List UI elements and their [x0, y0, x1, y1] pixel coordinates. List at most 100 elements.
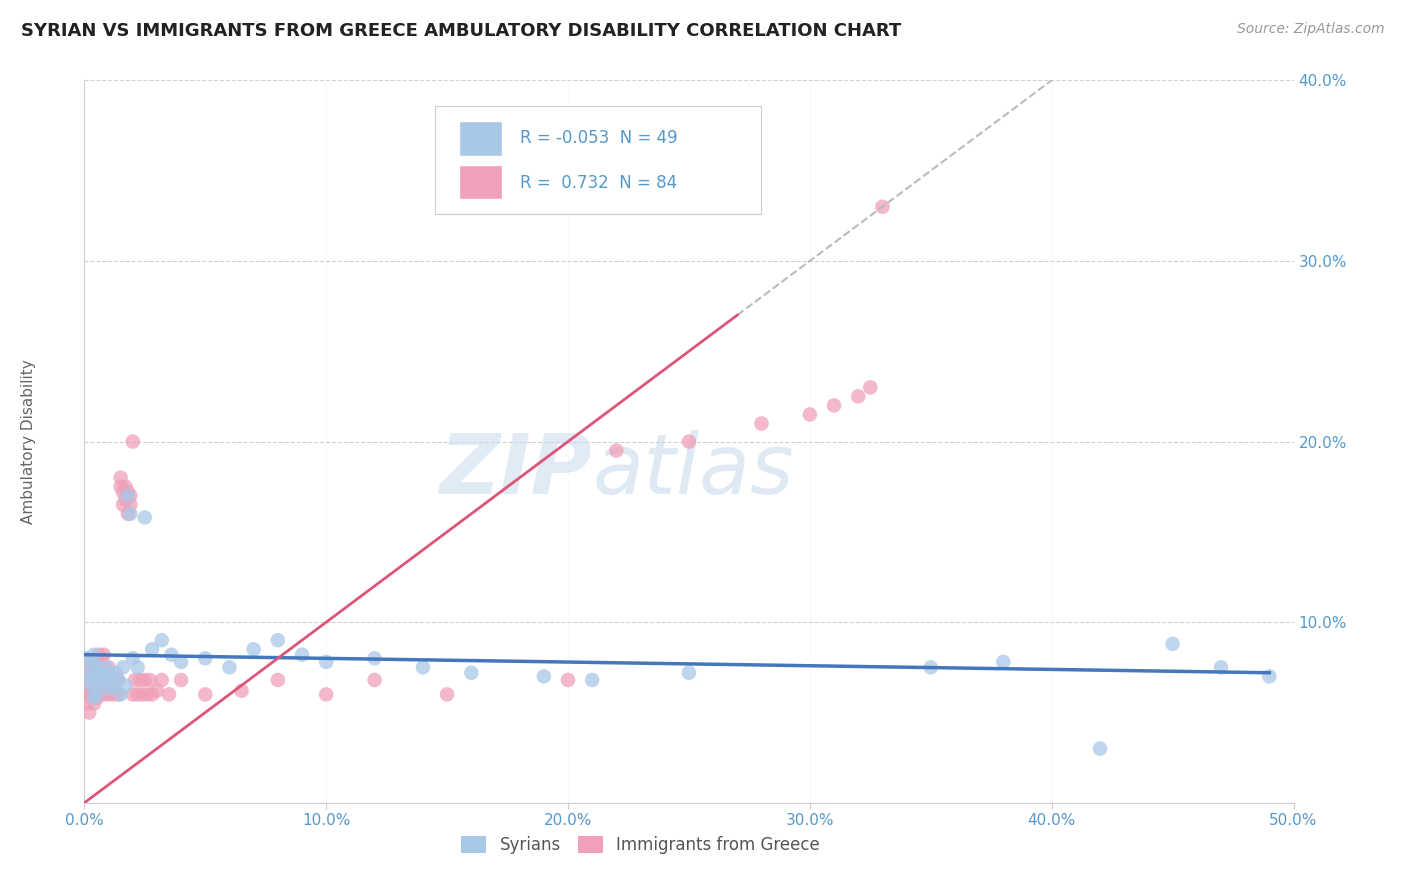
Point: [80, 665, 103, 680]
Point: [87, 660, 110, 674]
Point: [83, 683, 105, 698]
Point: [859, 380, 882, 394]
Point: [87, 678, 110, 692]
Point: [76, 687, 98, 701]
Point: [77, 673, 100, 687]
Point: [363, 651, 385, 665]
Point: [751, 417, 773, 431]
Point: [97, 681, 120, 696]
Point: [127, 687, 149, 701]
Point: [533, 669, 555, 683]
Point: [110, 471, 132, 485]
Point: [117, 485, 139, 500]
Point: [120, 498, 142, 512]
Point: [86, 691, 108, 706]
Point: [94, 665, 117, 680]
Point: [678, 665, 700, 680]
Point: [100, 673, 122, 687]
Point: [872, 200, 894, 214]
FancyBboxPatch shape: [460, 165, 502, 200]
Point: [150, 673, 173, 687]
Point: [136, 687, 159, 701]
Point: [120, 507, 142, 521]
Point: [90, 665, 112, 680]
Point: [94, 673, 117, 687]
Point: [315, 655, 337, 669]
Point: [76, 697, 98, 711]
Point: [131, 687, 153, 701]
Point: [363, 673, 385, 687]
Point: [83, 648, 105, 662]
Point: [76, 678, 98, 692]
Point: [823, 398, 845, 412]
Point: [93, 673, 115, 687]
Point: [146, 683, 169, 698]
Point: [110, 687, 132, 701]
Point: [157, 687, 180, 701]
Point: [412, 660, 434, 674]
Point: [1088, 741, 1111, 756]
Point: [129, 673, 152, 687]
Point: [77, 660, 100, 674]
Point: [100, 669, 122, 683]
Point: [1258, 669, 1281, 683]
Point: [170, 655, 193, 669]
Point: [1209, 660, 1232, 674]
Point: [86, 687, 108, 701]
Point: [90, 673, 112, 687]
Point: [557, 673, 579, 687]
Point: [104, 683, 127, 698]
Point: [83, 673, 105, 687]
Point: [460, 665, 482, 680]
Point: [87, 687, 110, 701]
Point: [103, 673, 125, 687]
Point: [127, 660, 149, 674]
Point: [124, 673, 146, 687]
Text: R =  0.732  N = 84: R = 0.732 N = 84: [520, 174, 676, 192]
Point: [104, 665, 127, 680]
Point: [138, 673, 160, 687]
Point: [134, 510, 156, 524]
Point: [112, 485, 135, 500]
Point: [920, 660, 942, 674]
Point: [110, 480, 132, 494]
Point: [315, 687, 337, 701]
Point: [97, 673, 120, 687]
Point: [90, 665, 112, 680]
Point: [77, 706, 100, 720]
Point: [93, 687, 115, 701]
Point: [121, 687, 143, 701]
Point: [80, 678, 103, 692]
Point: [107, 673, 129, 687]
Point: [799, 408, 821, 422]
Point: [103, 687, 125, 701]
Point: [605, 443, 627, 458]
Point: [291, 648, 314, 662]
Point: [120, 489, 142, 503]
Point: [218, 660, 240, 674]
Point: [93, 660, 115, 674]
Point: [103, 678, 125, 692]
Text: Source: ZipAtlas.com: Source: ZipAtlas.com: [1237, 22, 1385, 37]
Point: [114, 492, 136, 507]
Point: [170, 673, 193, 687]
Point: [77, 669, 100, 683]
Point: [93, 648, 115, 662]
Point: [90, 683, 112, 698]
Point: [993, 655, 1015, 669]
Point: [90, 651, 112, 665]
Point: [94, 660, 117, 674]
Point: [678, 434, 700, 449]
Point: [114, 678, 136, 692]
Point: [117, 507, 139, 521]
Point: [77, 687, 100, 701]
Point: [83, 660, 105, 674]
Point: [231, 683, 253, 698]
Point: [267, 673, 290, 687]
Point: [114, 480, 136, 494]
Point: [86, 665, 108, 680]
Point: [141, 687, 163, 701]
Legend: Syrians, Immigrants from Greece: Syrians, Immigrants from Greece: [457, 831, 825, 860]
Text: SYRIAN VS IMMIGRANTS FROM GREECE AMBULATORY DISABILITY CORRELATION CHART: SYRIAN VS IMMIGRANTS FROM GREECE AMBULAT…: [21, 22, 901, 40]
Point: [107, 673, 129, 687]
